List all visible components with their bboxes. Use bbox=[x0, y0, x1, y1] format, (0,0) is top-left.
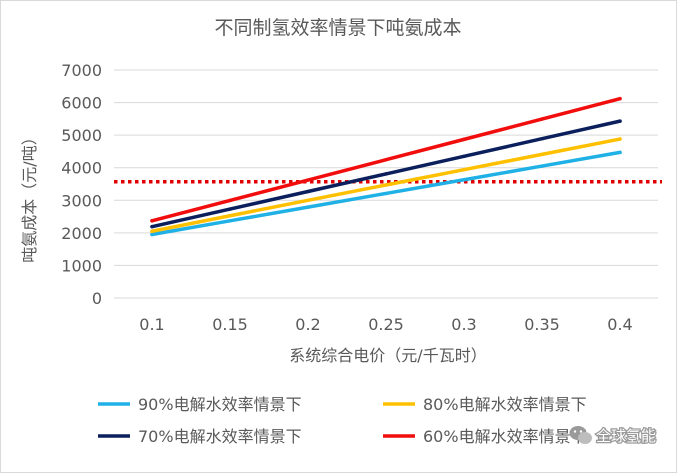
data-point bbox=[618, 96, 622, 101]
wechat-icon bbox=[569, 426, 592, 444]
data-point bbox=[462, 137, 466, 142]
legend-label: 80%电解水效率情景下 bbox=[423, 395, 587, 414]
x-tick-label: 0.2 bbox=[295, 315, 320, 334]
data-point bbox=[384, 172, 388, 176]
data-point bbox=[462, 167, 466, 172]
legend-item: 70%电解水效率情景下 bbox=[98, 427, 302, 446]
data-point bbox=[306, 178, 310, 182]
x-tick-label: 0.3 bbox=[451, 315, 476, 334]
data-point bbox=[306, 189, 310, 194]
y-tick-label: 5000 bbox=[61, 126, 102, 145]
x-axis-ticks: 0.1 0.15 0.2 0.25 0.3 0.35 0.4 bbox=[139, 315, 632, 334]
data-point bbox=[384, 183, 388, 187]
data-point bbox=[306, 198, 310, 203]
y-tick-label: 2000 bbox=[61, 224, 102, 243]
data-point bbox=[150, 224, 154, 229]
data-point bbox=[618, 119, 622, 123]
legend: 90%电解水效率情景下 80%电解水效率情景下 70%电解水效率情景下 60%电解水效… bbox=[98, 395, 587, 446]
data-point bbox=[228, 198, 232, 203]
data-point bbox=[462, 154, 466, 159]
data-point bbox=[306, 205, 310, 209]
data-point bbox=[228, 219, 232, 223]
data-point bbox=[150, 229, 154, 233]
y-tick-label: 7000 bbox=[61, 61, 102, 80]
y-tick-label: 0 bbox=[92, 289, 102, 308]
data-point bbox=[384, 157, 388, 162]
data-point bbox=[540, 164, 544, 168]
x-tick-label: 0.25 bbox=[368, 315, 404, 334]
legend-label: 60%电解水效率情景下 bbox=[423, 427, 587, 446]
y-axis-ticks: 0 1000 2000 3000 4000 5000 6000 7000 bbox=[61, 61, 102, 308]
data-point bbox=[540, 117, 544, 121]
data-point bbox=[228, 214, 232, 218]
data-point bbox=[540, 136, 544, 141]
gridlines bbox=[114, 69, 658, 299]
chart-title: 不同制氢效率情景下吨氨成本 bbox=[214, 17, 461, 39]
legend-label: 70%电解水效率情景下 bbox=[138, 427, 302, 446]
data-point bbox=[150, 232, 154, 237]
x-tick-label: 0.1 bbox=[139, 315, 164, 334]
series-lines bbox=[150, 96, 622, 237]
y-tick-label: 4000 bbox=[61, 159, 102, 178]
data-point bbox=[540, 152, 544, 157]
data-point bbox=[150, 219, 154, 223]
y-axis-label: 吨氨成本（元/吨） bbox=[20, 129, 39, 262]
y-tick-label: 3000 bbox=[61, 191, 102, 210]
legend-item: 90%电解水效率情景下 bbox=[98, 395, 302, 414]
x-tick-label: 0.15 bbox=[212, 315, 248, 334]
legend-item: 60%电解水效率情景下 bbox=[383, 427, 587, 446]
x-axis-label: 系统综合电价（元/千瓦时） bbox=[289, 346, 486, 365]
y-tick-label: 1000 bbox=[61, 256, 102, 275]
watermark: 全球氢能 bbox=[569, 426, 657, 446]
data-point bbox=[228, 207, 232, 211]
data-point bbox=[618, 150, 622, 155]
x-tick-label: 0.35 bbox=[524, 315, 560, 334]
legend-item: 80%电解水效率情景下 bbox=[383, 395, 587, 414]
x-tick-label: 0.4 bbox=[607, 315, 632, 334]
data-point bbox=[618, 137, 622, 141]
watermark-text: 全球氢能 bbox=[596, 427, 656, 445]
legend-label: 90%电解水效率情景下 bbox=[138, 395, 302, 414]
data-point bbox=[384, 191, 388, 196]
data-point bbox=[462, 178, 466, 182]
y-tick-label: 6000 bbox=[61, 94, 102, 113]
